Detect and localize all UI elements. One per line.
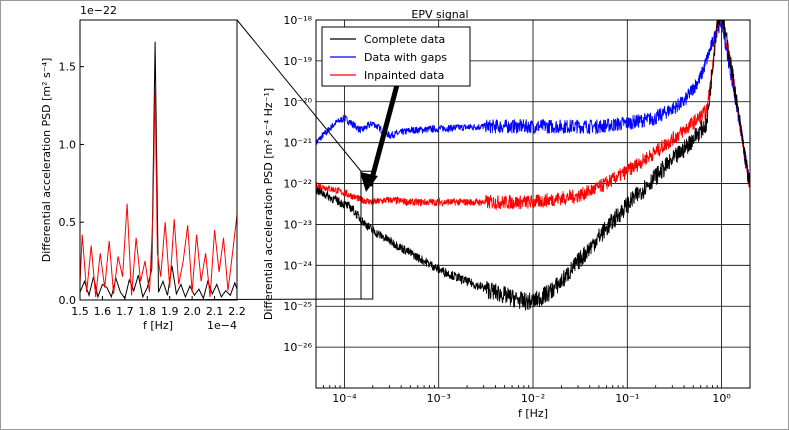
- main-title: EPV signal: [411, 8, 468, 21]
- main-y-tick-label: 10⁻²⁶: [283, 341, 312, 354]
- main-x-tick-label: 10⁻²: [521, 392, 545, 405]
- inset-x-tick-label: 2.2: [228, 305, 246, 318]
- zoom-box: [360, 170, 374, 300]
- main-frame: [315, 19, 751, 389]
- inset-x-tick-label: 2.0: [183, 305, 201, 318]
- zoom-connector-bottom: [79, 298, 361, 301]
- main-series-line-1: [315, 19, 751, 188]
- main-chart: 10⁻⁴ 10⁻³ 10⁻² 10⁻¹ 10⁰ 10⁻¹⁸ 10⁻¹⁹ 10⁻²⁰ 10⁻²¹ 1…: [262, 8, 751, 420]
- main-ticks-group: 10⁻⁴ 10⁻³ 10⁻² 10⁻¹ 10⁰ 10⁻¹⁸ 10⁻¹⁹ 10⁻²⁰ 10⁻²¹ 1…: [283, 14, 751, 405]
- inset-x-tick-label: 1.6: [94, 305, 112, 318]
- main-y-tick-label: 10⁻²⁵: [283, 300, 312, 313]
- main-x-tick-label: 10⁻⁴: [332, 392, 357, 405]
- inset-y-axis-label: Differential acceleration PSD [m² s⁻⁴]: [40, 58, 53, 263]
- inset-y-tick-label: 0.5: [59, 216, 77, 229]
- main-y-tick-label: 10⁻¹⁸: [283, 14, 312, 27]
- main-series-line-2: [315, 19, 751, 211]
- zoom-connector-top: [236, 19, 362, 172]
- legend-label-gaps: Data with gaps: [364, 51, 447, 64]
- main-x-axis-label: f [Hz]: [518, 407, 548, 420]
- inset-series-line-0: [79, 41, 238, 300]
- inset-x-axis-label: f [Hz]: [143, 319, 173, 332]
- inset-x-tick-label: 1.9: [161, 305, 179, 318]
- inset-chart: 1.5 1.6 1.7 1.8 1.9 2.0 2.1 2.2 0.0 0.5 1.0 1.5 1e−…: [40, 4, 246, 332]
- inset-x-tick-label: 2.1: [206, 305, 224, 318]
- main-x-tick-label: 10⁻³: [427, 392, 451, 405]
- inset-series-group: [79, 41, 238, 300]
- main-series-group: [315, 19, 751, 311]
- inset-ticks-group: 1.5 1.6 1.7 1.8 1.9 2.0 2.1 2.2 0.0 0.5 1.0 1.5: [59, 61, 246, 318]
- inset-x-tick-label: 1.7: [116, 305, 134, 318]
- legend-label-inpainted: Inpainted data: [364, 69, 444, 82]
- main-y-tick-label: 10⁻¹⁹: [283, 55, 312, 68]
- main-x-tick-label: 10⁰: [712, 392, 731, 405]
- inset-y-tick-label: 0.0: [59, 294, 77, 307]
- legend-label-complete: Complete data: [364, 33, 445, 46]
- legend: Complete data Data with gaps Inpainted d…: [321, 26, 471, 87]
- inset-x-tick-label: 1.8: [139, 305, 157, 318]
- main-y-tick-label: 10⁻²⁰: [283, 96, 312, 109]
- main-y-axis-label: Differential acceleration PSD [m² s⁻⁴ Hz…: [262, 88, 275, 320]
- inset-y-tick-label: 1.0: [59, 138, 77, 151]
- inset-plot-area: [80, 20, 237, 300]
- inset-series-line-1: [79, 89, 238, 297]
- inset-x-tick-label: 1.5: [71, 305, 89, 318]
- main-y-tick-label: 10⁻²¹: [283, 137, 312, 150]
- main-y-tick-label: 10⁻²³: [283, 218, 312, 231]
- inset-y-tick-label: 1.5: [59, 61, 77, 74]
- inset-x-offset-label: 1e−4: [207, 319, 237, 332]
- main-x-tick-label: 10⁻¹: [615, 392, 639, 405]
- pointer-arrow-head: [360, 172, 378, 192]
- inset-y-offset-label: 1e−22: [80, 4, 117, 17]
- main-y-tick-label: 10⁻²⁴: [283, 259, 312, 272]
- main-y-tick-label: 10⁻²²: [283, 178, 312, 191]
- main-series-line-0: [315, 19, 751, 311]
